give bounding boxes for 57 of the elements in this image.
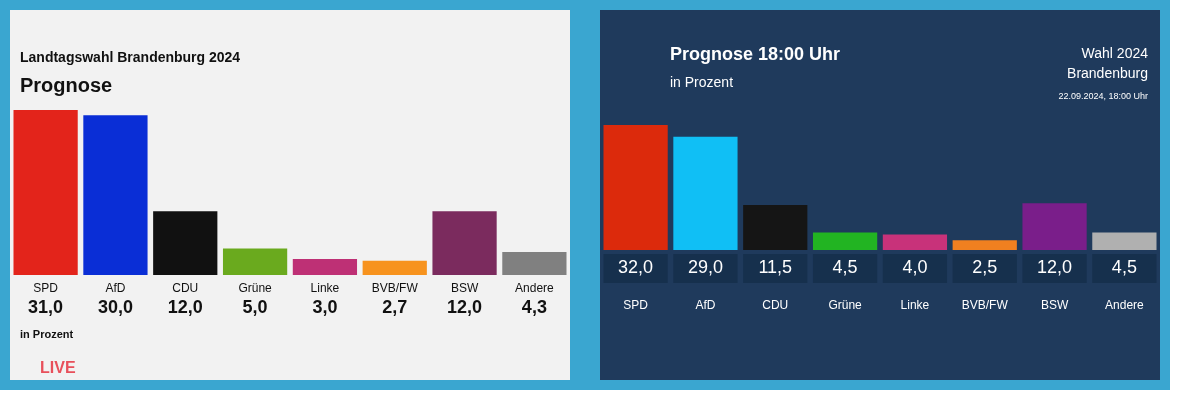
data-label: 12,0 xyxy=(167,297,203,317)
data-label: 11,5 xyxy=(758,257,793,277)
x-tick-label: Linke xyxy=(900,298,930,312)
x-tick-label: Grüne xyxy=(828,298,863,312)
bar xyxy=(882,234,948,250)
data-label: 12,0 xyxy=(1037,257,1073,277)
data-label: 32,0 xyxy=(618,257,654,277)
text: 22.09.2024, 18:00 Uhr xyxy=(1058,91,1148,101)
text: Wahl 2024 xyxy=(1081,45,1149,61)
bar xyxy=(1022,203,1087,250)
bar xyxy=(153,211,218,275)
data-label: 12,0 xyxy=(447,297,483,317)
data-label: 2,7 xyxy=(382,297,408,317)
text: in Prozent xyxy=(20,328,74,340)
x-tick-label: BVB/FW xyxy=(961,298,1009,312)
data-label: 31,0 xyxy=(28,297,64,317)
x-tick-label: AfD xyxy=(695,298,716,312)
bar xyxy=(13,110,78,275)
data-label: 4,3 xyxy=(521,297,547,317)
bar xyxy=(222,248,288,275)
x-tick-label: CDU xyxy=(172,281,199,295)
chart-title: Landtagswahl Brandenburg 2024 xyxy=(20,49,241,65)
x-tick-label: BSW xyxy=(450,281,479,295)
data-label: 2,5 xyxy=(972,257,998,277)
bar xyxy=(673,136,738,250)
x-tick-label: BVB/FW xyxy=(371,281,419,295)
bar xyxy=(743,205,808,250)
data-label: 5,0 xyxy=(242,297,268,317)
data-label: 3,0 xyxy=(312,297,338,317)
x-tick-label: SPD xyxy=(33,281,59,295)
x-tick-label: AfD xyxy=(105,281,126,295)
bar xyxy=(362,260,427,275)
x-tick-label: BSW xyxy=(1040,298,1069,312)
data-label: 4,5 xyxy=(832,257,858,277)
x-tick-label: Grüne xyxy=(238,281,273,295)
x-tick-label: CDU xyxy=(762,298,789,312)
x-tick-label: Andere xyxy=(1105,298,1145,312)
x-tick-label: Linke xyxy=(310,281,340,295)
text: LIVE xyxy=(40,359,76,376)
bar xyxy=(502,252,567,275)
chart-subtitle: in Prozent xyxy=(670,74,734,90)
bar xyxy=(952,240,1017,250)
bar xyxy=(812,232,878,250)
chart-subtitle: Prognose xyxy=(20,74,113,96)
data-label: 29,0 xyxy=(687,257,723,277)
data-label: 30,0 xyxy=(97,297,133,317)
bar xyxy=(292,259,358,275)
bar xyxy=(432,211,497,275)
x-tick-label: SPD xyxy=(623,298,649,312)
bar xyxy=(83,115,148,275)
x-tick-label: Andere xyxy=(515,281,555,295)
chart-title: Prognose 18:00 Uhr xyxy=(670,44,841,64)
text: Brandenburg xyxy=(1067,65,1148,81)
bar xyxy=(603,125,668,250)
bar xyxy=(1092,232,1157,250)
data-label: 4,0 xyxy=(902,257,928,277)
data-label: 4,5 xyxy=(1111,257,1137,277)
